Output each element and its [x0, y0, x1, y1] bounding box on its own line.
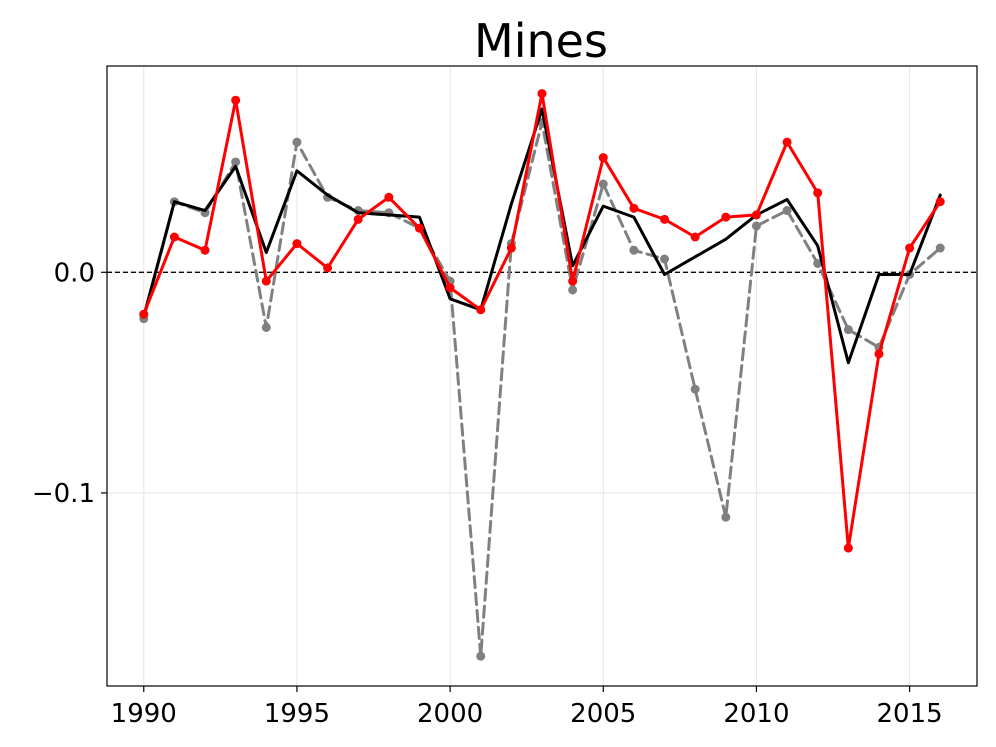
series-1-point [568, 285, 578, 295]
series-1-point [292, 137, 302, 147]
series-3-point [598, 153, 608, 163]
series-3-point [476, 305, 486, 315]
series-3-point [813, 188, 823, 198]
series-2-line [142, 107, 942, 365]
series-3-point [751, 210, 761, 220]
series-3-point [905, 243, 915, 253]
series-3-point [721, 212, 731, 222]
series-1-point [690, 384, 700, 394]
series-group [139, 89, 945, 661]
series-3-point [384, 192, 394, 202]
series-1-line [142, 120, 942, 658]
series-3-point [782, 137, 792, 147]
x-tick-label: 1990 [111, 699, 177, 729]
series-3-point [139, 309, 149, 319]
series-3-point [231, 95, 241, 105]
series-1-point [813, 258, 823, 268]
series-3-line [142, 92, 942, 550]
series-3-point [261, 276, 271, 286]
series-3-point [690, 232, 700, 242]
series-3-point [629, 203, 639, 213]
axis-ticks: 1990 1995 2000 2005 2010 2015 0.0 −0.1 [32, 258, 943, 729]
series-3-point [169, 232, 179, 242]
series-3-point [874, 349, 884, 359]
x-tick-label: 2010 [723, 699, 789, 729]
series-3-point [506, 243, 516, 253]
series-1 [139, 117, 945, 661]
series-3-point [323, 263, 333, 273]
series-1-point [843, 325, 853, 335]
series-1-point [231, 157, 241, 167]
series-1-point [721, 512, 731, 522]
series-3-point [445, 283, 455, 293]
series-1-point [935, 243, 945, 253]
chart-title: Mines [474, 14, 608, 68]
series-1-point [261, 322, 271, 332]
series-1-point [751, 221, 761, 231]
series-3-point [537, 89, 547, 99]
x-tick-label: 2000 [417, 699, 483, 729]
series-1-point [660, 254, 670, 264]
series-3-point [660, 214, 670, 224]
series-3-point [843, 543, 853, 553]
series-3-point [353, 214, 363, 224]
series-3-point [200, 245, 210, 255]
series-1-point [782, 206, 792, 216]
series-1-point [476, 651, 486, 661]
series-3-point [568, 276, 578, 286]
x-tick-label: 1995 [264, 699, 330, 729]
series-2 [142, 107, 942, 365]
series-3-point [292, 239, 302, 249]
y-tick-label: 0.0 [54, 258, 95, 288]
series-1-point [598, 179, 608, 189]
y-tick-label: −0.1 [32, 479, 95, 509]
series-3-point [414, 223, 424, 233]
series-1-point [629, 245, 639, 255]
series-3-point [935, 197, 945, 207]
plot-frame [106, 65, 978, 687]
x-tick-label: 2005 [570, 699, 636, 729]
series-3 [139, 89, 945, 553]
x-tick-label: 2015 [877, 699, 943, 729]
